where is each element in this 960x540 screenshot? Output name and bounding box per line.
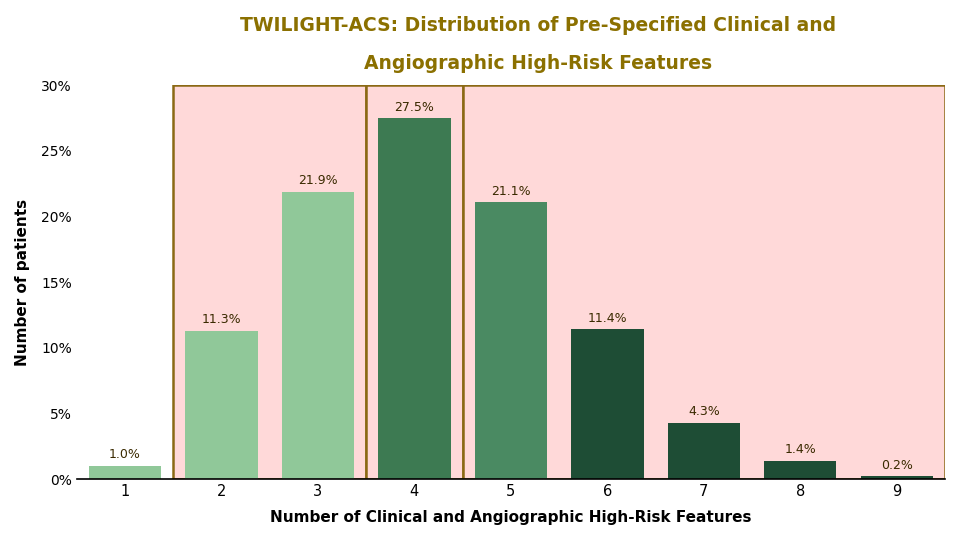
Text: Angiographic High-Risk Features: Angiographic High-Risk Features xyxy=(364,54,711,73)
Text: 4.3%: 4.3% xyxy=(688,405,720,418)
Text: 11.4%: 11.4% xyxy=(588,312,627,325)
Bar xyxy=(185,330,257,479)
Bar xyxy=(860,476,933,479)
X-axis label: Number of Clinical and Angiographic High-Risk Features: Number of Clinical and Angiographic High… xyxy=(270,510,752,525)
Bar xyxy=(88,466,161,479)
Y-axis label: Number of patients: Number of patients xyxy=(15,199,30,366)
Text: 21.9%: 21.9% xyxy=(299,174,338,187)
Text: 1.0%: 1.0% xyxy=(109,448,141,461)
Text: 1.4%: 1.4% xyxy=(784,443,816,456)
Bar xyxy=(378,118,450,479)
Bar xyxy=(463,85,945,479)
Bar xyxy=(474,202,547,479)
Text: 0.2%: 0.2% xyxy=(881,459,913,472)
Bar xyxy=(173,85,366,479)
Bar xyxy=(571,329,643,479)
Bar xyxy=(667,423,740,479)
Bar xyxy=(281,192,354,479)
Text: 21.1%: 21.1% xyxy=(492,185,531,198)
Bar xyxy=(764,461,836,479)
Text: 27.5%: 27.5% xyxy=(395,100,434,113)
Text: 11.3%: 11.3% xyxy=(202,313,241,326)
Bar xyxy=(366,85,463,479)
Text: TWILIGHT-ACS: Distribution of Pre-Specified Clinical and: TWILIGHT-ACS: Distribution of Pre-Specif… xyxy=(240,16,835,35)
